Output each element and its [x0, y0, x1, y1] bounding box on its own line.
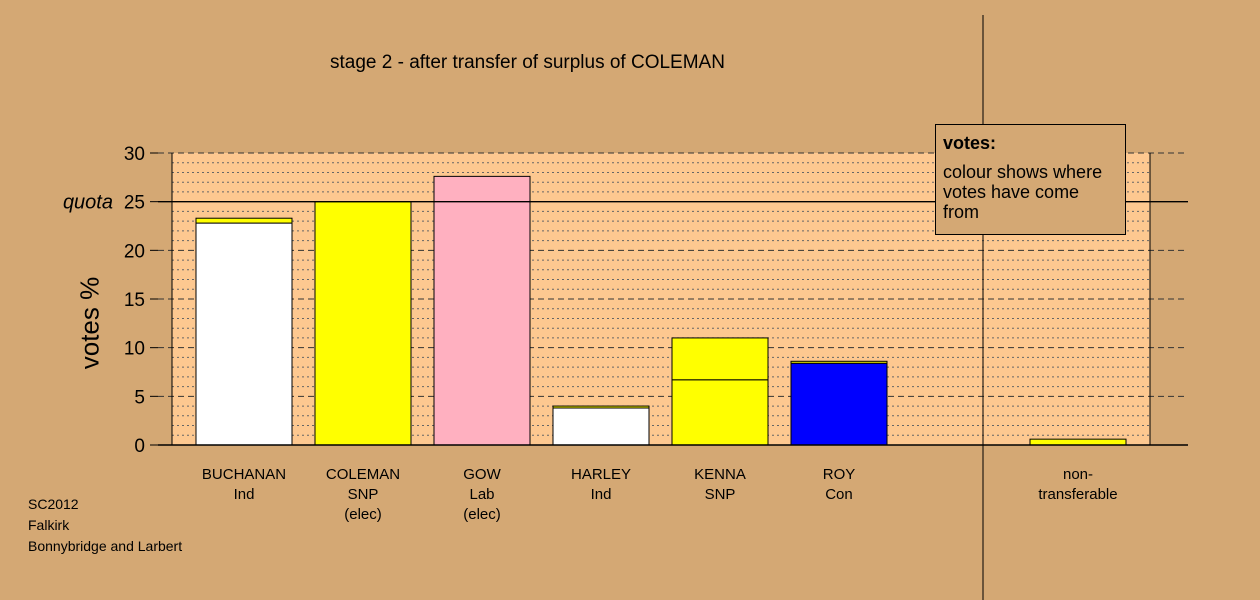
- category-label-line: Ind: [233, 486, 255, 503]
- category-label: HARLEY Ind: [571, 465, 631, 505]
- footer: SC2012 Falkirk Bonnybridge and Larbert: [28, 494, 182, 557]
- category-label: COLEMAN SNP (elec): [326, 465, 400, 525]
- category-label-line: (elec): [463, 506, 501, 523]
- footer-line-ward: Bonnybridge and Larbert: [28, 538, 183, 554]
- legend-title: votes:: [943, 133, 997, 153]
- bar-segment: [195, 222, 293, 446]
- category-label-line: transferable: [1038, 486, 1118, 503]
- category-label: KENNA SNP: [694, 465, 746, 505]
- category-label: GOW Lab (elec): [463, 465, 501, 525]
- bar-segment: [671, 379, 769, 446]
- category-label-line: non-: [1062, 466, 1094, 483]
- y-tick-label: 20: [124, 241, 145, 262]
- category-label: ROY Con: [823, 465, 856, 505]
- quota-label: quota: [63, 192, 113, 214]
- footer-line-council: Falkirk: [28, 517, 70, 533]
- category-label-line: ROY: [822, 466, 856, 483]
- category-label-line: COLEMAN: [325, 466, 401, 483]
- bar-segment: [552, 407, 650, 446]
- bar-segment: [671, 337, 769, 381]
- footer-line-election: SC2012: [28, 496, 79, 512]
- category-label-line: BUCHANAN: [201, 466, 287, 483]
- bar-segment: [790, 360, 888, 364]
- bar-segment: [552, 405, 650, 409]
- category-label-line: Ind: [590, 486, 612, 503]
- bar-segment: [1029, 438, 1127, 446]
- category-label-line: (elec): [344, 506, 382, 523]
- y-tick-label: 25: [124, 193, 145, 214]
- bar-segment: [195, 217, 293, 224]
- y-axis-label: votes %: [74, 276, 105, 370]
- bar-segment: [790, 362, 888, 446]
- chart-title: stage 2 - after transfer of surplus of C…: [330, 52, 725, 73]
- bar-segment: [433, 175, 531, 446]
- legend-body: colour shows where votes have come from: [943, 162, 1103, 222]
- y-tick-label: 30: [124, 144, 145, 165]
- category-label: non-transferable: [1038, 465, 1117, 505]
- category-label-line: Lab: [469, 486, 495, 503]
- category-label-line: HARLEY: [570, 466, 632, 483]
- y-tick-label: 0: [134, 436, 145, 457]
- category-label-line: SNP: [704, 486, 736, 503]
- y-tick-label: 5: [134, 387, 145, 408]
- category-label-line: GOW: [463, 466, 501, 483]
- y-tick-label: 15: [124, 290, 145, 311]
- y-tick-label: 10: [124, 339, 145, 360]
- category-label: BUCHANAN Ind: [202, 465, 286, 505]
- category-label-line: KENNA: [694, 466, 746, 483]
- bar-segment: [314, 201, 412, 446]
- category-label-line: SNP: [347, 486, 379, 503]
- category-label-line: Con: [825, 486, 853, 503]
- legend: votes: colour shows where votes have com…: [935, 124, 1126, 235]
